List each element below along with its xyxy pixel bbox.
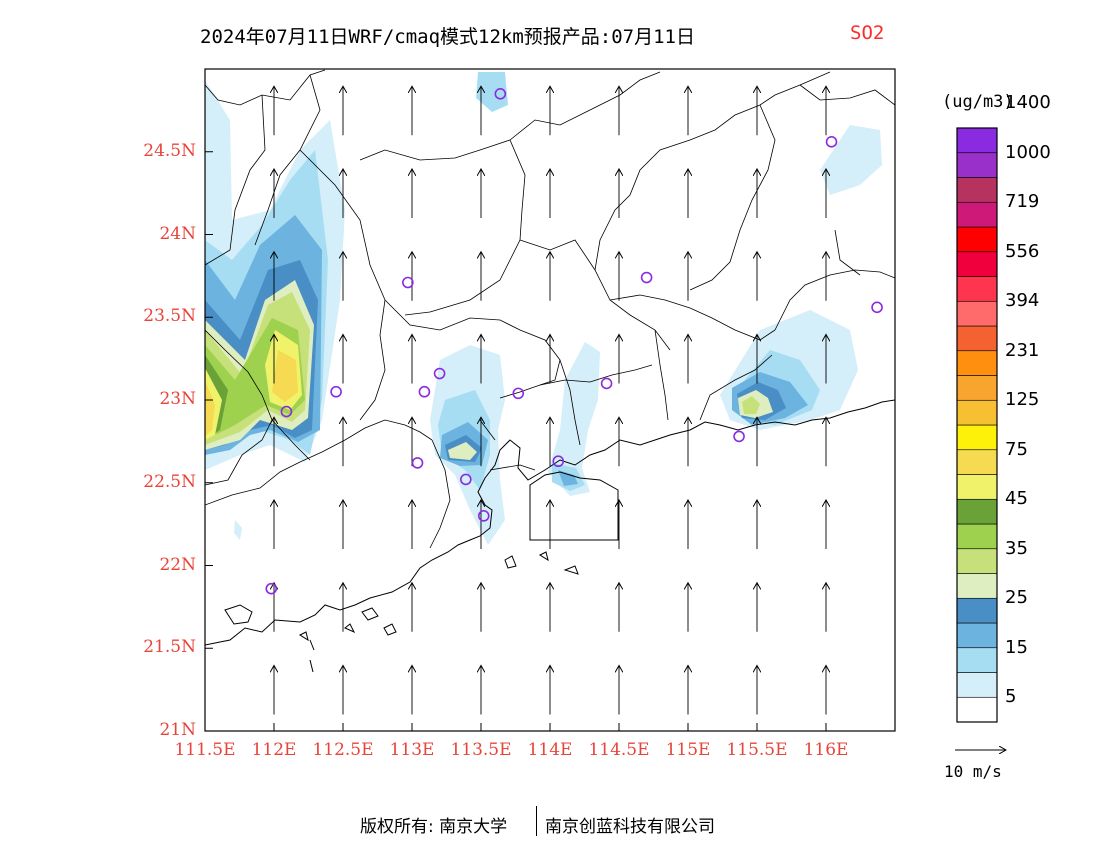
station-marker bbox=[512, 387, 525, 400]
colorbar-swatch bbox=[956, 350, 998, 376]
station-marker bbox=[825, 136, 838, 148]
credit-separator bbox=[536, 806, 537, 836]
northeast-plume bbox=[820, 125, 882, 195]
colorbar-swatch bbox=[956, 548, 998, 574]
colorbar-label: 15 bbox=[1005, 636, 1028, 658]
station-marker bbox=[330, 385, 342, 398]
station-marker bbox=[871, 301, 883, 314]
axis-ticks bbox=[204, 151, 827, 732]
colorbar-label: 75 bbox=[1005, 438, 1028, 460]
colorbar-label: 25 bbox=[1005, 587, 1028, 609]
station-marker bbox=[433, 367, 446, 380]
colorbar-swatch bbox=[956, 523, 998, 550]
colorbar-swatch bbox=[956, 127, 998, 154]
lon-label: 111.5E bbox=[174, 740, 236, 760]
lat-label: 22N bbox=[159, 554, 196, 575]
colorbar-swatch bbox=[956, 449, 998, 475]
credit-company: 南京创蓝科技有限公司 bbox=[545, 817, 715, 837]
colorbar-swatch bbox=[956, 300, 998, 327]
colorbar-swatch bbox=[956, 424, 998, 451]
station-marker bbox=[477, 510, 490, 522]
lon-label: 114E bbox=[527, 740, 573, 760]
colorbar-swatch bbox=[956, 399, 998, 426]
top-plume bbox=[476, 72, 508, 112]
colorbar-label: 1400 bbox=[1005, 92, 1051, 114]
monitoring-stations bbox=[265, 88, 883, 595]
colorbar-swatch bbox=[956, 622, 998, 649]
colorbar-label: 125 bbox=[1005, 389, 1040, 411]
lon-label: 113E bbox=[389, 740, 435, 760]
lon-label: 112E bbox=[251, 740, 297, 760]
lon-label: 113.5E bbox=[450, 740, 512, 760]
reference-wind-label: 10 m/s bbox=[944, 762, 1002, 781]
colorbar-label: 556 bbox=[1005, 240, 1040, 262]
credit-copyright: 版权所有: 南京大学 bbox=[360, 817, 508, 837]
colorbar-swatch bbox=[956, 647, 998, 673]
colorbar-swatch bbox=[956, 152, 998, 178]
colorbar-swatch bbox=[956, 696, 998, 723]
colorbar-swatch bbox=[956, 226, 998, 253]
species-label: SO2 bbox=[850, 22, 885, 44]
lat-label: 23N bbox=[159, 389, 196, 409]
station-marker bbox=[494, 88, 507, 100]
map-title: 2024年07月11日WRF/cmaq模式12km预报产品:07月11日 bbox=[200, 26, 695, 48]
colorbar-swatch bbox=[956, 375, 998, 401]
colorbar-swatch bbox=[956, 201, 998, 228]
colorbar-swatch bbox=[956, 251, 998, 277]
colorbar-swatch bbox=[956, 177, 998, 203]
station-marker bbox=[265, 582, 278, 595]
lat-label: 24.5N bbox=[143, 140, 196, 161]
station-marker bbox=[280, 405, 293, 418]
colorbar-swatch bbox=[956, 498, 998, 525]
lat-label: 21.5N bbox=[143, 637, 196, 658]
wind-vectors bbox=[274, 87, 826, 715]
colorbar-label: 719 bbox=[1005, 191, 1040, 213]
lon-label: 116E bbox=[803, 740, 849, 760]
colorbar-label: 35 bbox=[1005, 537, 1028, 559]
central-plume bbox=[430, 345, 505, 545]
eastern-plume bbox=[720, 310, 858, 430]
colorbar-label: 5 bbox=[1005, 686, 1017, 708]
lat-label: 23.5N bbox=[143, 306, 196, 327]
colorbar-label: 45 bbox=[1005, 488, 1028, 510]
colorbar-label: 394 bbox=[1005, 290, 1040, 312]
station-marker bbox=[640, 271, 653, 284]
colorbar-swatch bbox=[956, 325, 998, 352]
lat-label: 24N bbox=[159, 223, 196, 244]
colorbar-label: 231 bbox=[1005, 339, 1040, 361]
lat-label: 21N bbox=[159, 720, 196, 740]
station-marker bbox=[402, 276, 414, 289]
colorbar-label: 1000 bbox=[1005, 141, 1051, 163]
colorbar-swatch bbox=[956, 672, 998, 698]
colorbar-frame bbox=[956, 127, 998, 723]
lon-label: 115.5E bbox=[726, 740, 788, 760]
station-marker bbox=[552, 455, 565, 468]
western-plume bbox=[205, 80, 345, 540]
lon-label: 112.5E bbox=[312, 740, 374, 760]
station-marker bbox=[411, 457, 424, 469]
lon-label: 115E bbox=[665, 740, 711, 760]
station-marker bbox=[418, 385, 431, 398]
colorbar-swatch bbox=[956, 276, 998, 302]
lat-label: 22.5N bbox=[143, 471, 196, 492]
lon-label: 114.5E bbox=[588, 740, 650, 760]
colorbar-swatch bbox=[956, 597, 998, 624]
colorbar bbox=[956, 127, 998, 723]
station-marker bbox=[733, 430, 745, 443]
colorbar-unit: (ug/m3) bbox=[942, 92, 1014, 112]
colorbar-swatch bbox=[956, 474, 998, 500]
station-marker bbox=[600, 377, 613, 390]
coastline bbox=[205, 399, 895, 673]
colorbar-swatch bbox=[956, 573, 998, 599]
station-marker bbox=[460, 473, 472, 486]
